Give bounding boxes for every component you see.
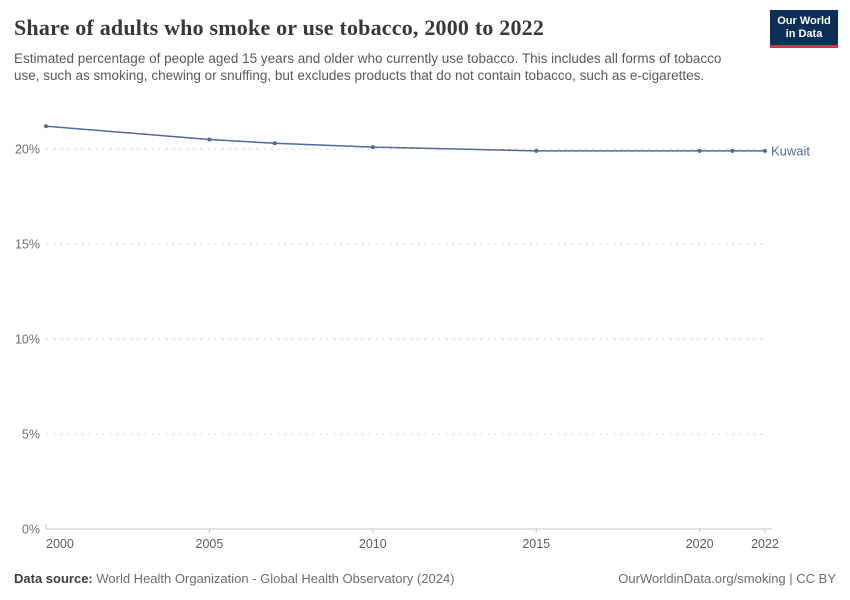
- y-tick-label: 0%: [22, 523, 40, 537]
- data-point-marker: [44, 124, 48, 129]
- x-tick-label: 2020: [686, 537, 714, 551]
- series-label-kuwait: Kuwait: [771, 143, 810, 158]
- owid-logo-line2: in Data: [785, 28, 823, 40]
- chart-header: Share of adults who smoke or use tobacco…: [0, 0, 850, 85]
- data-point-marker: [370, 145, 375, 150]
- x-tick-label: 2010: [359, 537, 387, 551]
- data-point-marker: [697, 148, 702, 153]
- chart-footer: Data source: World Health Organization -…: [0, 571, 850, 586]
- data-source: Data source: World Health Organization -…: [14, 571, 455, 586]
- data-source-text: World Health Organization - Global Healt…: [92, 571, 455, 586]
- y-tick-label: 20%: [15, 143, 40, 157]
- data-point-marker: [763, 148, 767, 153]
- attribution[interactable]: OurWorldinData.org/smoking | CC BY: [618, 571, 836, 586]
- owid-logo[interactable]: Our World in Data: [770, 10, 838, 48]
- x-tick-label: 2005: [196, 537, 224, 551]
- x-tick-label: 2015: [522, 537, 550, 551]
- data-point-marker: [730, 148, 735, 153]
- y-tick-label: 5%: [22, 428, 40, 442]
- x-tick-label: 2000: [46, 537, 74, 551]
- data-source-label: Data source:: [14, 571, 93, 586]
- kuwait-line: [45, 125, 766, 152]
- data-point-marker: [207, 137, 212, 142]
- line-chart: 0% 5% 10% 15% 20% 2000 2005 2010 2015 2020 2022 Kuw…: [15, 124, 810, 551]
- x-tick-label: 2022: [751, 537, 779, 551]
- chart-subtitle: Estimated percentage of people aged 15 y…: [14, 51, 722, 84]
- chart-plot-area: 0% 5% 10% 15% 20% 2000 2005 2010 2015 2020 2022 Kuw…: [0, 110, 850, 555]
- page-title: Share of adults who smoke or use tobacco…: [14, 15, 545, 40]
- data-point-marker: [534, 148, 539, 153]
- y-tick-label: 10%: [15, 333, 40, 347]
- data-point-marker: [272, 141, 277, 146]
- y-tick-label: 15%: [15, 238, 40, 252]
- owid-logo-line1: Our World: [777, 15, 831, 27]
